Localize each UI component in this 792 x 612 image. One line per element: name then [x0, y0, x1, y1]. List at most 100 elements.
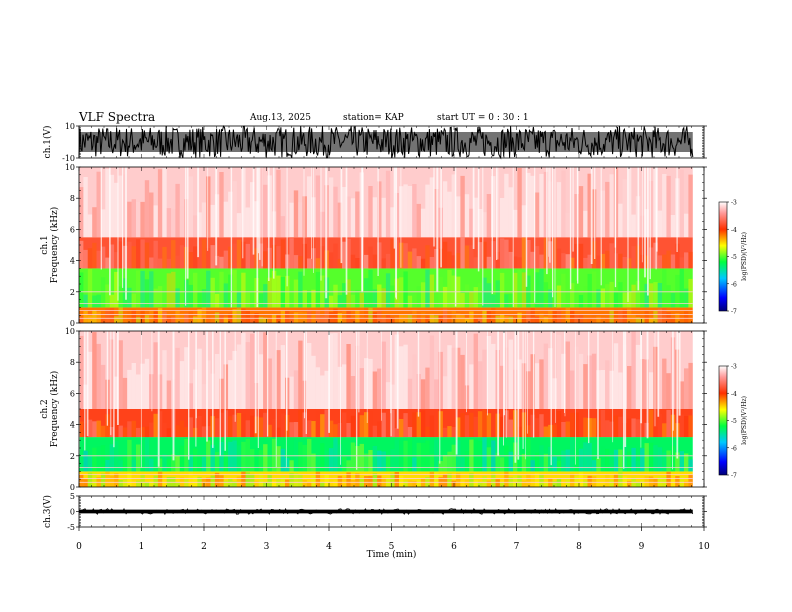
spectrogram-speckle	[83, 450, 88, 472]
spectrogram-speckle	[420, 379, 426, 409]
spectrogram-speckle	[372, 473, 378, 487]
spectrogram-speckle	[495, 452, 500, 472]
spectrogram-speckle	[574, 286, 579, 308]
spectrogram-speckle	[258, 168, 264, 238]
spectrogram-speckle	[644, 209, 649, 238]
spectrogram-speckle	[350, 198, 356, 238]
spectrogram-speckle	[631, 284, 636, 308]
spectrogram-speckle	[662, 269, 667, 308]
spectrogram-speckle	[644, 443, 649, 472]
spectrogram-speckle	[539, 474, 544, 487]
spectrogram-speckle	[482, 437, 487, 472]
spectrogram-speckle	[342, 187, 347, 238]
spectrogram-speckle	[631, 447, 636, 472]
x-tick-label: 4	[326, 542, 332, 552]
spectrogram-speckle	[556, 334, 562, 409]
spectrogram-speckle	[578, 409, 584, 438]
spectrogram-speckle	[631, 214, 636, 238]
spectrogram-speckle	[166, 316, 172, 323]
spectrogram-band	[79, 437, 693, 472]
spectrogram-speckle	[513, 256, 518, 269]
spectrogram-speckle	[679, 268, 684, 308]
spectrogram-speckle	[184, 199, 189, 238]
spectrogram-speckle	[499, 416, 505, 438]
spectrogram-speckle	[157, 471, 163, 487]
spectrogram-speckle	[526, 240, 531, 269]
spectrogram-speckle	[320, 482, 325, 487]
spectrogram-speckle	[605, 317, 610, 323]
spectrogram-speckle	[92, 295, 97, 308]
spectrogram-speckle	[513, 209, 518, 238]
spectrogram-speckle	[662, 358, 667, 409]
spectrogram-speckle	[206, 426, 211, 437]
spectrogram-speckle	[591, 241, 597, 269]
spectrogram-speckle	[223, 201, 229, 238]
spectrogram-speckle	[206, 270, 211, 308]
spectrogram-speckle	[517, 312, 522, 323]
spectrogram-speckle	[355, 191, 360, 238]
spectrogram-speckle	[486, 447, 492, 472]
spectrogram-speckle	[434, 315, 439, 323]
y-axis-label: ch.1(V)	[42, 126, 53, 159]
spectrogram-speckle	[162, 284, 167, 308]
spectrogram-speckle	[114, 376, 119, 409]
spectrogram-speckle	[162, 422, 167, 438]
spectrogram-speckle	[407, 295, 413, 308]
spectrogram-speckle	[390, 384, 395, 409]
spectrogram-speckle	[368, 450, 373, 472]
spectrogram-speckle	[653, 478, 658, 487]
spectrogram-speckle	[210, 475, 215, 487]
spectrogram-speckle	[495, 251, 500, 269]
spectrogram-speckle	[114, 182, 119, 238]
spectrogram-speckle	[346, 472, 351, 487]
spectrogram-speckle	[144, 358, 150, 409]
spectrogram-speckle	[140, 270, 145, 308]
spectrogram-band	[79, 307, 693, 323]
spectrogram-speckle	[298, 311, 303, 323]
spectrogram-speckle	[499, 482, 505, 487]
spectrogram-speckle	[267, 175, 272, 238]
spectrogram-speckle	[184, 439, 189, 472]
spectrogram-speckle	[548, 348, 553, 409]
spectrogram-speckle	[605, 181, 610, 238]
spectrogram-speckle	[267, 277, 272, 308]
spectrogram-speckle	[469, 473, 474, 487]
spectrogram-speckle	[355, 473, 360, 487]
spectrogram-speckle	[688, 459, 693, 472]
spectrogram-speckle	[508, 316, 513, 323]
spectrogram-speckle	[385, 455, 391, 472]
spectrogram-speckle	[609, 174, 614, 238]
spectrogram-speckle	[491, 241, 496, 269]
colorbar-tick-label: -5	[731, 254, 737, 261]
spectrogram-speckle	[539, 173, 544, 238]
spectrogram-speckle	[307, 291, 312, 308]
spectrogram-speckle	[657, 308, 663, 323]
spectrogram-speckle	[307, 438, 312, 472]
spectrogram-speckle	[228, 416, 233, 437]
spectrogram-speckle	[219, 256, 224, 269]
spectrogram-speckle	[627, 451, 632, 472]
spectrogram-speckle	[622, 444, 627, 472]
spectrogram-speckle	[250, 239, 255, 269]
spectrogram-speckle	[333, 480, 338, 487]
spectrogram-speckle	[79, 240, 84, 269]
spectrogram-speckle	[416, 286, 421, 308]
spectrogram-speckle	[342, 309, 347, 323]
spectrogram-speckle	[188, 176, 193, 238]
spectrogram-speckle	[548, 309, 553, 323]
y-tick-label: 10	[65, 163, 75, 172]
spectrogram-speckle	[114, 441, 119, 472]
spectrogram-speckle	[219, 172, 224, 238]
spectrogram-speckle	[627, 291, 632, 308]
spectrogram-speckle	[372, 425, 378, 438]
spectrogram-speckle	[561, 353, 566, 409]
spectrogram-speckle	[320, 375, 325, 409]
spectrogram-speckle	[346, 460, 351, 472]
spectrogram-speckle	[605, 284, 610, 308]
spectrogram-speckle	[162, 480, 167, 487]
spectrogram-speckle	[403, 344, 408, 409]
spectrogram-speckle	[464, 284, 470, 308]
spectrogram-speckle	[320, 414, 325, 438]
spectrogram-speckle	[403, 271, 408, 308]
spectrogram-speckle	[486, 194, 492, 238]
